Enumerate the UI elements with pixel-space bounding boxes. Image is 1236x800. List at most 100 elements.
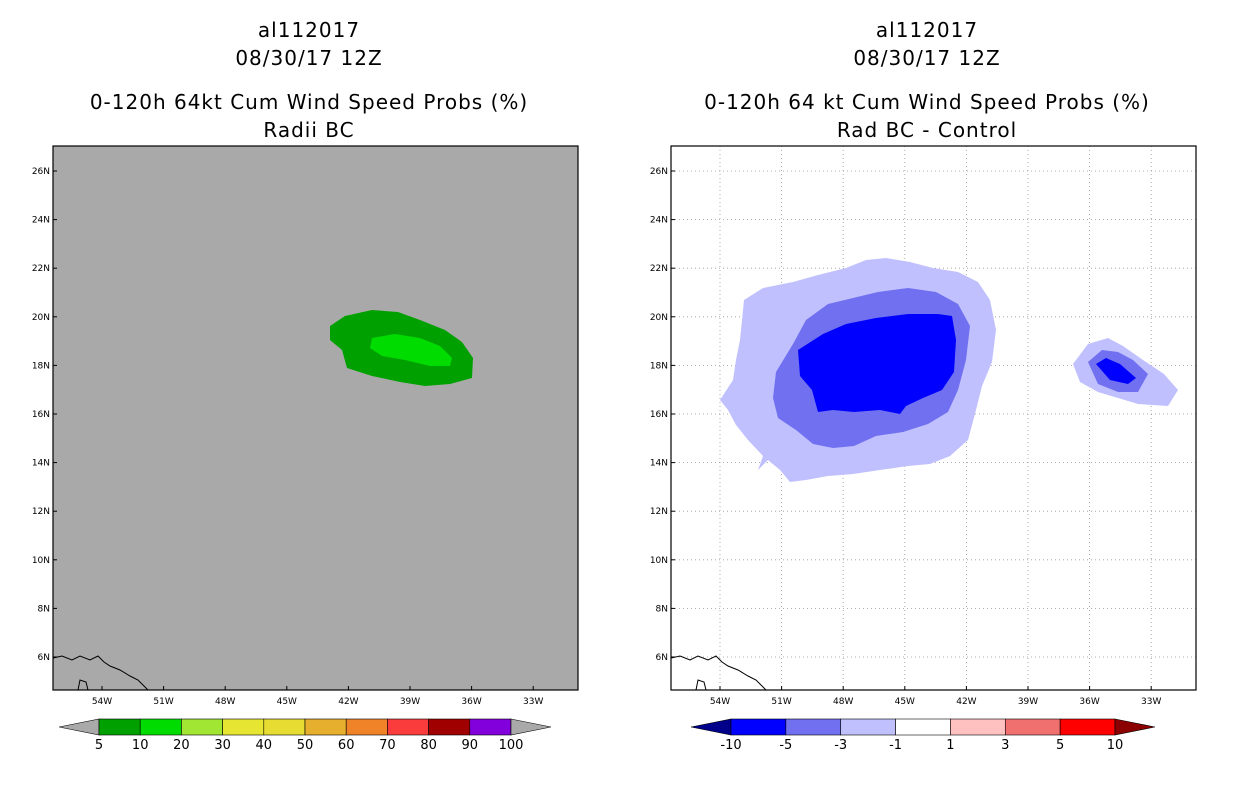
colorbar-swatch xyxy=(840,718,896,736)
colorbar-low-arrow xyxy=(690,718,732,736)
right-axis-labels: 26N 24N 22N 20N 18N 16N 14N 12N 10N 8N 6N 54W 51W 48W… xyxy=(650,167,1162,707)
right-map-panel: al112017 08/30/17 12Z 0-120h 64 kt Cum W… xyxy=(618,0,1236,800)
lon-label: 36W xyxy=(1079,697,1099,707)
lon-label: 54W xyxy=(710,697,730,707)
colorbar-label: 70 xyxy=(379,738,396,753)
colorbar-label: 10 xyxy=(132,738,149,753)
right-coastline xyxy=(670,655,767,691)
colorbar-low-arrow xyxy=(58,718,100,736)
lat-label: 8N xyxy=(38,604,50,614)
right-map-frame xyxy=(670,145,1197,691)
lat-label: 26N xyxy=(650,167,668,177)
lat-label: 12N xyxy=(32,507,50,517)
colorbar-label: 5 xyxy=(1056,738,1064,753)
left-storm-id: al112017 xyxy=(257,18,361,42)
lat-label: 20N xyxy=(32,313,50,323)
left-coastline-island xyxy=(77,679,89,691)
colorbar-swatch xyxy=(1004,718,1061,736)
lat-label: 10N xyxy=(650,556,668,566)
lat-label: 16N xyxy=(650,410,668,420)
lon-label: 33W xyxy=(1141,697,1161,707)
left-map-background xyxy=(53,146,578,690)
colorbar-label: 3 xyxy=(1001,738,1009,753)
colorbar-high-arrow xyxy=(1114,718,1156,736)
lat-label: 20N xyxy=(650,313,668,323)
left-title: 0-120h 64kt Cum Wind Speed Probs (%) xyxy=(89,90,529,114)
lon-label: 45W xyxy=(277,697,297,707)
lat-label: 24N xyxy=(650,216,668,226)
left-subtitle: Radii BC xyxy=(263,118,355,142)
right-contour-lt-m10 xyxy=(798,314,956,414)
colorbar-label: 5 xyxy=(95,738,103,753)
lat-label: 18N xyxy=(32,361,50,371)
colorbar-label: 30 xyxy=(214,738,231,753)
colorbar-label: 40 xyxy=(256,738,273,753)
lon-label: 48W xyxy=(215,697,235,707)
colorbar-swatch xyxy=(730,718,787,736)
left-axis-labels: 26N 24N 22N 20N 18N 16N 14N 12N 10N 8N 6N 54W 51W 48W… xyxy=(32,167,544,707)
colorbar-label: 60 xyxy=(338,738,355,753)
colorbar-label: -3 xyxy=(834,738,847,753)
lon-label: 51W xyxy=(153,697,173,707)
lon-label: 45W xyxy=(895,697,915,707)
left-map-frame xyxy=(52,145,579,691)
colorbar-label: 50 xyxy=(297,738,314,753)
lat-label: 26N xyxy=(32,167,50,177)
lon-label: 54W xyxy=(92,697,112,707)
lon-label: 42W xyxy=(338,697,358,707)
lat-label: 24N xyxy=(32,216,50,226)
colorbar-swatch xyxy=(1059,718,1116,736)
colorbar-label: -10 xyxy=(720,738,741,753)
lat-label: 14N xyxy=(32,459,50,469)
right-title: 0-120h 64 kt Cum Wind Speed Probs (%) xyxy=(704,90,1150,114)
colorbar-swatch xyxy=(345,718,388,736)
colorbar-swatch xyxy=(222,718,265,736)
colorbar-swatch xyxy=(950,718,1006,736)
colorbar-swatch xyxy=(428,718,471,736)
left-colorbar: 5 10 20 30 40 50 60 70 80 90 100 xyxy=(58,718,552,753)
left-map-panel: al112017 08/30/17 12Z 0-120h 64kt Cum Wi… xyxy=(32,18,579,753)
lon-label: 33W xyxy=(523,697,543,707)
colorbar-label: 100 xyxy=(499,738,524,753)
lat-label: 6N xyxy=(38,653,50,663)
lon-label: 36W xyxy=(461,697,481,707)
colorbar-swatch xyxy=(139,718,182,736)
colorbar-label: 90 xyxy=(462,738,479,753)
left-contour-10-20 xyxy=(370,334,452,366)
colorbar-high-arrow xyxy=(510,718,552,736)
lon-label: 51W xyxy=(771,697,791,707)
right-date: 08/30/17 12Z xyxy=(853,46,1001,70)
colorbar-swatch xyxy=(895,718,951,736)
right-subtitle: Rad BC - Control xyxy=(836,118,1018,142)
lat-label: 18N xyxy=(650,361,668,371)
colorbar-label: 80 xyxy=(420,738,437,753)
colorbar-swatch xyxy=(469,718,512,736)
left-date: 08/30/17 12Z xyxy=(235,46,383,70)
colorbar-label: -5 xyxy=(779,738,792,753)
colorbar-swatch xyxy=(98,718,141,736)
right-coastline-island xyxy=(695,679,707,691)
right-small-contour-lt-m10 xyxy=(1096,358,1136,384)
colorbar-swatch xyxy=(181,718,223,736)
lon-label: 39W xyxy=(400,697,420,707)
left-map-svg: 26N 24N 22N 20N 18N 16N 14N 12N 10N 8N 6N 54W 51W 48W… xyxy=(32,145,579,753)
lon-label: 39W xyxy=(1018,697,1038,707)
colorbar-label: -1 xyxy=(889,738,902,753)
lat-label: 22N xyxy=(650,264,668,274)
lat-label: 10N xyxy=(32,556,50,566)
lat-label: 16N xyxy=(32,410,50,420)
right-storm-id: al112017 xyxy=(875,18,979,42)
colorbar-label: 10 xyxy=(1107,738,1124,753)
lat-label: 14N xyxy=(650,459,668,469)
lat-label: 8N xyxy=(656,604,668,614)
lon-label: 48W xyxy=(833,697,853,707)
right-map-svg: 26N 24N 22N 20N 18N 16N 14N 12N 10N 8N 6N 54W 51W 48W… xyxy=(650,145,1197,753)
lat-label: 22N xyxy=(32,264,50,274)
colorbar-label: 1 xyxy=(946,738,954,753)
lat-label: 6N xyxy=(656,653,668,663)
colorbar-swatch xyxy=(263,718,306,736)
colorbar-swatch xyxy=(387,718,429,736)
colorbar-swatch xyxy=(785,718,842,736)
left-coastline xyxy=(52,655,149,691)
right-colorbar: -10 -5 -3 -1 1 3 5 10 xyxy=(690,718,1156,753)
